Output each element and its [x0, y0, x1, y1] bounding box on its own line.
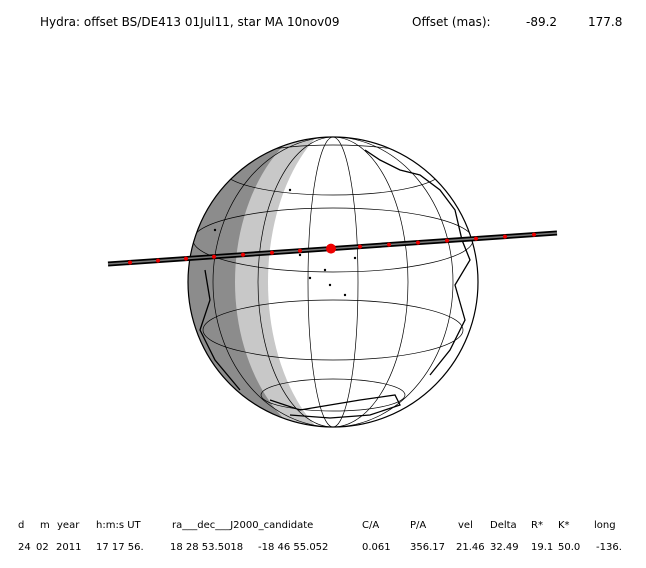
table-header: P/A [410, 520, 426, 531]
table-header: Delta [490, 520, 517, 531]
title: Hydra: offset BS/DE413 01Jul11, star MA … [40, 15, 340, 29]
table-header: ra___dec___J2000_candidate [172, 520, 313, 531]
table-value: 17 17 56. [96, 542, 144, 553]
table-value: 21.46 [456, 542, 485, 553]
table-value: 2011 [56, 542, 81, 553]
table-header: vel [458, 520, 473, 531]
table-header: C/A [362, 520, 379, 531]
table-value: 50.0 [558, 542, 580, 553]
table-value: 356.17 [410, 542, 445, 553]
table-value: 19.1 [531, 542, 553, 553]
table-header: m [40, 520, 50, 531]
table-header: d [18, 520, 24, 531]
globe [187, 136, 479, 428]
table-value: -136. [596, 542, 622, 553]
table-value: -18 46 55.052 [258, 542, 328, 553]
table-header: year [57, 520, 80, 531]
table-value: 02 [36, 542, 49, 553]
table-header: long [594, 520, 616, 531]
table-value: 18 28 53.5018 [170, 542, 243, 553]
offset-value: -89.2 [526, 15, 557, 29]
table-header: h:m:s UT [96, 520, 142, 531]
table-header: R* [531, 520, 543, 531]
shadow-track [107, 230, 558, 267]
offset-label: Offset (mas): [412, 15, 491, 29]
table-value: 0.061 [362, 542, 391, 553]
table-value: 32.49 [490, 542, 519, 553]
offset-value: 177.8 [588, 15, 622, 29]
table-value: 24 [18, 542, 31, 553]
table-header: K* [558, 520, 570, 531]
